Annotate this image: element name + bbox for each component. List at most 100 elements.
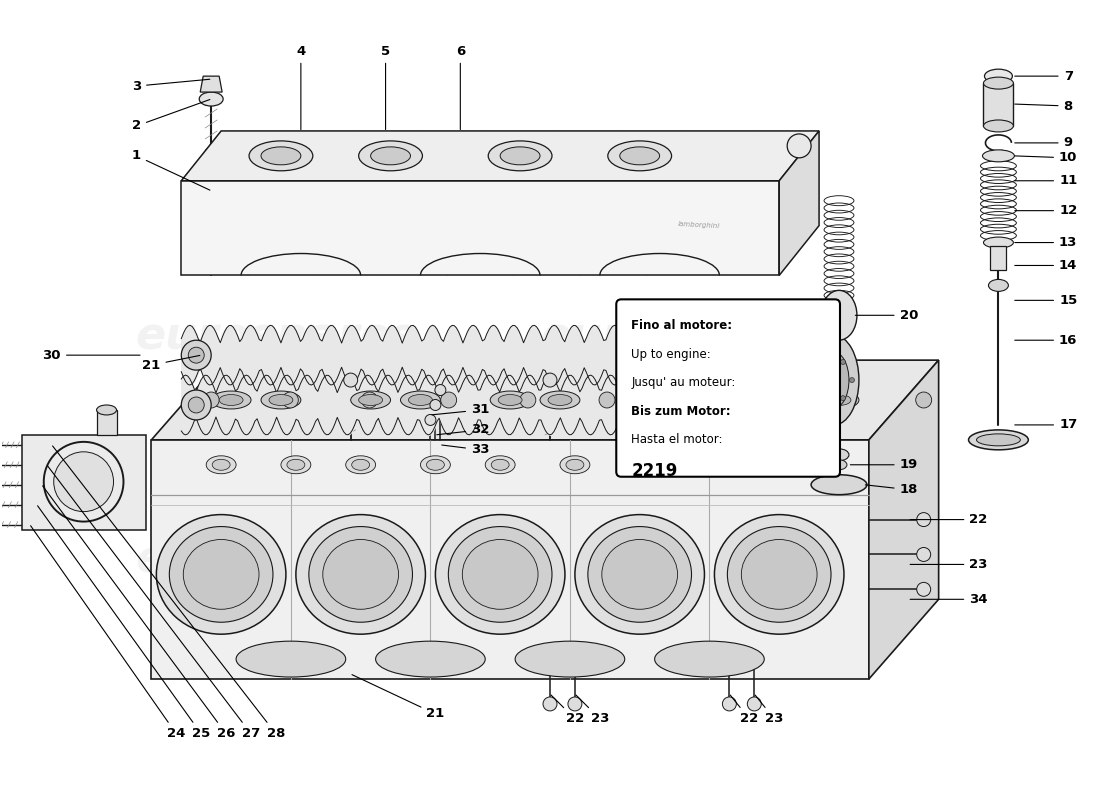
Text: Hasta el motor:: Hasta el motor:: [631, 434, 723, 446]
Ellipse shape: [983, 237, 1013, 248]
Circle shape: [788, 134, 811, 158]
Ellipse shape: [359, 394, 383, 406]
Text: Fino al motore:: Fino al motore:: [631, 319, 733, 332]
Polygon shape: [200, 76, 222, 92]
Ellipse shape: [540, 391, 580, 409]
Polygon shape: [990, 246, 1006, 270]
Ellipse shape: [810, 335, 859, 425]
Circle shape: [758, 392, 773, 408]
Circle shape: [182, 390, 211, 420]
Ellipse shape: [345, 456, 375, 474]
Ellipse shape: [427, 459, 444, 470]
Text: 28: 28: [53, 446, 285, 740]
Text: 21: 21: [142, 355, 200, 372]
Ellipse shape: [97, 405, 117, 415]
Polygon shape: [22, 435, 146, 530]
Circle shape: [814, 378, 818, 382]
Circle shape: [723, 697, 736, 711]
Ellipse shape: [212, 459, 230, 470]
Polygon shape: [152, 440, 869, 679]
Ellipse shape: [565, 459, 584, 470]
Text: 10: 10: [1015, 151, 1077, 164]
Text: 8: 8: [1015, 99, 1072, 113]
Ellipse shape: [249, 141, 312, 170]
Text: 12: 12: [1015, 204, 1077, 217]
Ellipse shape: [830, 460, 847, 470]
Ellipse shape: [352, 459, 370, 470]
Circle shape: [425, 414, 436, 426]
Circle shape: [362, 392, 377, 408]
Circle shape: [840, 359, 846, 365]
Circle shape: [188, 397, 205, 413]
Text: 17: 17: [1015, 418, 1077, 431]
Ellipse shape: [560, 456, 590, 474]
Text: 20: 20: [856, 309, 917, 322]
Circle shape: [823, 359, 827, 365]
Text: 15: 15: [1015, 294, 1077, 307]
Circle shape: [520, 392, 536, 408]
Text: 6: 6: [455, 45, 465, 130]
Ellipse shape: [982, 150, 1014, 162]
Ellipse shape: [968, 430, 1028, 450]
Text: 24: 24: [31, 526, 186, 740]
Text: 13: 13: [1015, 236, 1077, 249]
Text: eurospares: eurospares: [541, 538, 822, 581]
Ellipse shape: [436, 514, 565, 634]
Circle shape: [840, 396, 846, 401]
Ellipse shape: [371, 147, 410, 165]
Ellipse shape: [359, 141, 422, 170]
Ellipse shape: [727, 526, 830, 622]
Text: eurospares: eurospares: [541, 314, 822, 358]
Ellipse shape: [989, 279, 1009, 291]
Ellipse shape: [630, 459, 649, 470]
Circle shape: [543, 697, 557, 711]
Ellipse shape: [705, 459, 724, 470]
Circle shape: [849, 378, 855, 382]
Circle shape: [430, 399, 441, 410]
Ellipse shape: [602, 539, 678, 610]
Ellipse shape: [741, 539, 817, 610]
Ellipse shape: [211, 391, 251, 409]
Ellipse shape: [500, 147, 540, 165]
Ellipse shape: [287, 459, 305, 470]
Text: 14: 14: [1015, 259, 1077, 272]
Text: 9: 9: [1015, 136, 1072, 150]
Text: 21: 21: [352, 674, 444, 721]
Text: 19: 19: [850, 458, 917, 471]
Text: 23: 23: [756, 695, 783, 726]
Ellipse shape: [829, 449, 849, 461]
Ellipse shape: [654, 641, 764, 677]
Text: 2: 2: [132, 99, 210, 133]
Text: 23: 23: [576, 695, 609, 726]
Ellipse shape: [462, 539, 538, 610]
Text: 4: 4: [296, 45, 306, 130]
Ellipse shape: [400, 391, 440, 409]
Circle shape: [747, 697, 761, 711]
Ellipse shape: [769, 391, 810, 409]
Ellipse shape: [983, 120, 1013, 132]
Ellipse shape: [488, 141, 552, 170]
Ellipse shape: [680, 391, 719, 409]
Circle shape: [204, 392, 219, 408]
Ellipse shape: [270, 394, 293, 406]
Ellipse shape: [236, 641, 345, 677]
Text: 3: 3: [132, 79, 210, 93]
Ellipse shape: [820, 352, 849, 408]
Ellipse shape: [515, 641, 625, 677]
Polygon shape: [97, 410, 117, 435]
Circle shape: [837, 392, 852, 408]
Ellipse shape: [219, 394, 243, 406]
Ellipse shape: [184, 539, 258, 610]
Ellipse shape: [351, 391, 390, 409]
Text: 31: 31: [432, 403, 490, 417]
Polygon shape: [152, 360, 938, 440]
Ellipse shape: [498, 394, 522, 406]
Text: 2219: 2219: [631, 462, 678, 480]
Ellipse shape: [778, 394, 801, 406]
Polygon shape: [182, 131, 820, 181]
Circle shape: [915, 392, 932, 408]
FancyBboxPatch shape: [616, 299, 840, 477]
Polygon shape: [869, 360, 938, 679]
Ellipse shape: [619, 147, 660, 165]
Ellipse shape: [492, 459, 509, 470]
